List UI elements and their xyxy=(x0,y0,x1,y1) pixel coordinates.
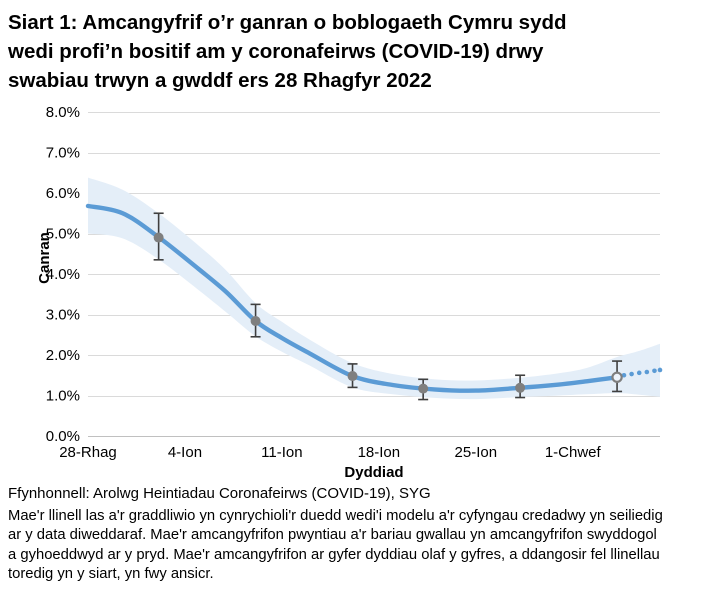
note-line: Mae'r llinell las a'r graddliwio yn cynr… xyxy=(8,508,663,524)
y-tick-label: 0.0% xyxy=(46,428,80,445)
trend-line-dotted-dot xyxy=(657,367,663,373)
y-tick-label: 4.0% xyxy=(46,266,80,283)
y-tick-label: 8.0% xyxy=(46,104,80,121)
y-tick-label: 5.0% xyxy=(46,226,80,243)
trend-line-dotted-dot xyxy=(652,368,657,374)
note-line: toredig yn y siart, yn fwy ansicr. xyxy=(8,566,214,583)
data-point-marker xyxy=(418,383,429,394)
chart-title: Siart 1: Amcangyfrif o’r ganran o boblog… xyxy=(8,8,698,95)
data-point-marker xyxy=(515,382,526,393)
x-tick-label: 28-Rhag xyxy=(59,444,117,461)
source-line: Ffynhonnell: Arolwg Heintiadau Coronafei… xyxy=(8,485,431,502)
x-tick-label: 25-Ion xyxy=(455,444,498,461)
y-tick-label: 2.0% xyxy=(46,347,80,364)
note-line: a gyhoeddwyd ar y pryd. Mae'r amcangyfri… xyxy=(8,546,660,563)
data-point-marker-open xyxy=(611,371,623,383)
trend-line-dotted-dot xyxy=(644,369,650,375)
y-tick-label: 3.0% xyxy=(46,307,80,324)
trend-line xyxy=(85,203,620,393)
x-axis-title: Dyddiad xyxy=(344,464,403,480)
x-tick-label: 1-Chwef xyxy=(545,444,602,461)
note-line: ar y data diweddaraf. Mae'r amcangyfrifo… xyxy=(8,527,657,544)
trend-line-dotted-dot xyxy=(621,372,627,378)
x-tick-label: 11-Ion xyxy=(261,444,302,461)
data-point-marker xyxy=(250,315,261,326)
trend-line-dotted-dot xyxy=(629,371,634,377)
y-tick-label: 7.0% xyxy=(46,145,80,162)
trend-line-dotted-dot xyxy=(636,370,642,376)
confidence-band xyxy=(88,177,660,400)
data-point-marker xyxy=(153,232,164,243)
chart-title-line: swabiau trwyn a gwddf ers 28 Rhagfyr 202… xyxy=(8,69,432,92)
chart-footnote: Ffynhonnell: Arolwg Heintiadau Coronafei… xyxy=(8,484,702,585)
x-tick-label: 4-Ion xyxy=(168,444,202,461)
chart-title-line: wedi profi’n bositif am y coronafeirws (… xyxy=(8,40,544,63)
x-tick-label: 18-Ion xyxy=(358,444,401,461)
chart-title-line: Siart 1: Amcangyfrif o’r ganran o boblog… xyxy=(8,11,567,34)
data-point-marker xyxy=(347,371,358,382)
chart-plot-area: 0.0% 1.0% 2.0% 3.0% 4.0% 5.0% 6.0% 7.0% 8.0% 28-R… xyxy=(46,104,663,480)
y-tick-label: 6.0% xyxy=(46,185,80,202)
y-tick-label: 1.0% xyxy=(46,388,80,405)
